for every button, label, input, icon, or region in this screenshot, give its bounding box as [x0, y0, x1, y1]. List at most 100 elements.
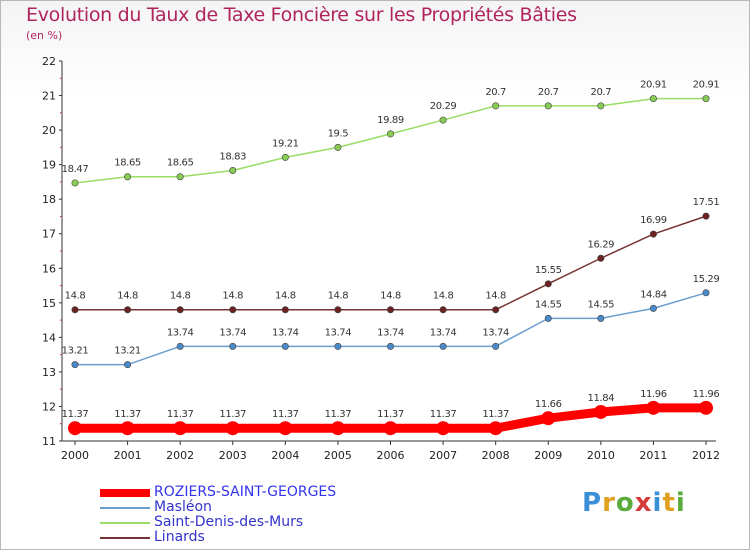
y-tick-label: 15 [42, 297, 56, 310]
data-label: 14.8 [222, 291, 243, 302]
data-label: 18.65 [114, 158, 141, 169]
data-point [544, 102, 552, 110]
data-label: 11.37 [430, 409, 457, 420]
data-label: 14.55 [535, 299, 562, 310]
legend-label: Linards [154, 529, 205, 545]
legend-swatch [100, 488, 150, 497]
series-1: 13.21 13.21 13.74 13.74 13.74 13.74 13.74 13.74… [62, 274, 720, 369]
data-point [176, 306, 184, 314]
legend-item: ROZIERS-SAINT-GEORGES [100, 485, 336, 500]
y-tick-label: 17 [42, 228, 56, 241]
data-point [492, 306, 500, 314]
data-label: 11.37 [377, 409, 404, 420]
data-point [597, 254, 605, 262]
data-label: 20.91 [640, 80, 667, 91]
x-tick-label: 2006 [377, 449, 405, 462]
legend-swatch [100, 536, 150, 539]
x-tick-label: 2005 [324, 449, 352, 462]
data-point [436, 421, 451, 436]
data-label: 14.55 [588, 299, 615, 310]
data-point [330, 421, 345, 436]
data-label: 14.8 [65, 291, 86, 302]
chart-legend: ROZIERS-SAINT-GEORGES Masléon Saint-Denis-… [100, 485, 336, 545]
data-label: 11.96 [640, 389, 667, 400]
x-tick-label: 2002 [166, 449, 194, 462]
y-tick-label: 14 [42, 331, 56, 344]
legend-item: Linards [100, 530, 336, 545]
x-tick-label: 2011 [639, 449, 667, 462]
data-label: 14.8 [328, 291, 349, 302]
data-point [386, 130, 394, 138]
data-label: 11.37 [62, 409, 89, 420]
data-point [593, 404, 608, 419]
data-label: 11.96 [693, 389, 720, 400]
y-tick-label: 19 [42, 159, 56, 172]
data-label: 16.29 [588, 239, 615, 250]
data-point [544, 280, 552, 288]
data-point [173, 421, 188, 436]
data-point [176, 342, 184, 350]
data-label: 20.7 [538, 87, 559, 98]
legend-swatch [100, 521, 150, 524]
x-tick-label: 2007 [429, 449, 457, 462]
data-label: 11.37 [167, 409, 194, 420]
data-point [334, 306, 342, 314]
data-label: 14.84 [640, 289, 667, 300]
legend-item: Saint-Denis-des-Murs [100, 515, 336, 530]
series-2: 18.47 18.65 18.65 18.83 19.21 19.5 19.89 20.29 2… [62, 80, 720, 187]
data-point [649, 95, 657, 103]
data-point [597, 102, 605, 110]
x-tick-label: 2009 [534, 449, 562, 462]
data-label: 18.83 [219, 152, 246, 163]
data-point [71, 306, 79, 314]
series-line [74, 97, 706, 184]
y-tick-label: 20 [42, 124, 56, 137]
data-label: 16.99 [640, 215, 667, 226]
data-label: 11.84 [588, 393, 615, 404]
data-point [176, 173, 184, 181]
data-label: 20.7 [590, 87, 611, 98]
data-point [124, 173, 132, 181]
data-point [541, 411, 556, 426]
data-point [492, 342, 500, 350]
data-point [229, 167, 237, 175]
y-tick-label: 16 [42, 262, 56, 275]
data-point [597, 314, 605, 322]
data-label: 14.8 [485, 291, 506, 302]
data-point [124, 361, 132, 369]
data-label: 13.74 [272, 327, 299, 338]
data-point [225, 421, 240, 436]
data-label: 13.21 [114, 346, 141, 357]
legend-label: Masléon [154, 499, 212, 515]
data-point [702, 289, 710, 297]
legend-item: Masléon [100, 500, 336, 515]
data-label: 13.74 [377, 327, 404, 338]
data-label: 14.8 [380, 291, 401, 302]
data-label: 15.29 [693, 274, 720, 285]
data-label: 13.74 [482, 327, 509, 338]
x-tick-label: 2008 [482, 449, 510, 462]
data-label: 14.8 [117, 291, 138, 302]
series-3: 14.8 14.8 14.8 14.8 14.8 14.8 14.8 14.8 14.8 15.5… [65, 197, 720, 314]
data-point [229, 342, 237, 350]
data-point [386, 342, 394, 350]
data-point [334, 342, 342, 350]
data-point [439, 342, 447, 350]
y-tick-label: 22 [42, 55, 56, 68]
data-label: 18.47 [62, 164, 89, 175]
data-label: 14.8 [275, 291, 296, 302]
data-label: 20.29 [430, 101, 457, 112]
data-point [649, 230, 657, 238]
data-point [68, 421, 82, 436]
data-label: 11.37 [272, 409, 299, 420]
data-point [439, 306, 447, 314]
data-point [124, 306, 132, 314]
data-label: 11.37 [482, 409, 509, 420]
data-point [281, 306, 289, 314]
y-tick-label: 21 [42, 90, 56, 103]
data-label: 20.7 [485, 87, 506, 98]
series-0: 11.37 11.37 11.37 11.37 11.37 11.37 11.37 11.37… [62, 389, 720, 436]
x-tick-label: 2010 [587, 449, 615, 462]
data-point [646, 400, 661, 415]
